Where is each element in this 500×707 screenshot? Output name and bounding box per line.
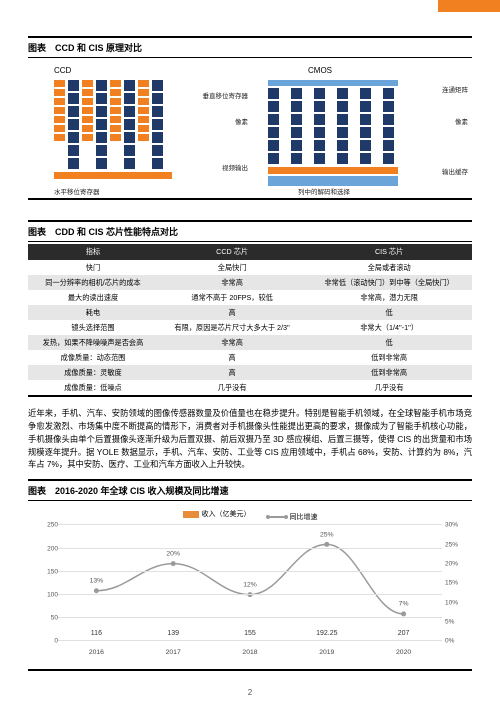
cmos-diagram: CMOS 连通矩阵 像素 输出缓存 列中的解码和选择 xyxy=(258,66,468,186)
table-cell: 快门 xyxy=(28,260,158,275)
legend-bar-label: 收入（亿美元） xyxy=(202,509,251,519)
table-cell: 耗电 xyxy=(28,305,158,320)
cmos-annot-matrix: 连通矩阵 xyxy=(442,84,468,94)
page-number: 2 xyxy=(0,688,500,697)
table-row: 最大的读出速度通常不高于 20FPS，较低非常高，潜力无限 xyxy=(28,290,472,305)
table-cell: 非常低（滚动快门）到中等（全局快门） xyxy=(306,275,472,290)
section1-title: 图表 CCD 和 CIS 原理对比 xyxy=(28,36,472,58)
table-cell: 低 xyxy=(306,305,472,320)
x-category-label: 2016 xyxy=(58,649,135,656)
table-cell: 镜头选择范围 xyxy=(28,320,158,335)
x-category-label: 2019 xyxy=(288,649,365,656)
cmos-annot-decode: 列中的解码和选择 xyxy=(298,186,350,196)
table-row: 成像质量：低噪点几乎没有几乎没有 xyxy=(28,380,472,396)
table-row: 快门全局快门全局或者滚动 xyxy=(28,260,472,275)
x-category-label: 2018 xyxy=(212,649,289,656)
ccd-annot-output: 视频输出 xyxy=(222,162,248,172)
table-row: 耗电高低 xyxy=(28,305,472,320)
body-paragraph: 近年来，手机、汽车、安防领域的图像传感器数量及价值量也在稳步提升。特别是智能手机… xyxy=(28,407,472,471)
table-cell: 几乎没有 xyxy=(158,380,306,396)
table-cell: 非常大（1/4''-1''） xyxy=(306,320,472,335)
growth-label: 13% xyxy=(90,578,104,585)
chart-legend: 收入（亿美元） 同比增速 xyxy=(28,509,472,522)
table-cell: 几乎没有 xyxy=(306,380,472,396)
cmos-label: CMOS xyxy=(308,66,332,75)
ccd-hreg xyxy=(54,172,172,179)
table-cell: 低到非常高 xyxy=(306,365,472,380)
table-cell: 高 xyxy=(158,350,306,365)
table-cell: 非常高 xyxy=(158,275,306,290)
growth-label: 20% xyxy=(166,550,180,557)
table-cell: 成像质量：动态范围 xyxy=(28,350,158,365)
table-row: 成像质量：灵敏度高低到非常高 xyxy=(28,365,472,380)
table-cell: 成像质量：低噪点 xyxy=(28,380,158,396)
comparison-table: 指标CCD 芯片CIS 芯片 快门全局快门全局或者滚动同一分辨率的相机/芯片的成… xyxy=(28,244,472,397)
growth-label: 25% xyxy=(320,531,334,538)
table-cell: 非常高 xyxy=(158,335,306,350)
ccd-annot-vshift: 垂直移位寄存器 xyxy=(203,90,249,100)
table-cell: 最大的读出速度 xyxy=(28,290,158,305)
table-cell: 高 xyxy=(158,305,306,320)
cmos-annot-pixel: 像素 xyxy=(455,116,468,126)
ccd-label: CCD xyxy=(54,66,71,75)
table-cell: 成像质量：灵敏度 xyxy=(28,365,158,380)
table-cell: 全局或者滚动 xyxy=(306,260,472,275)
table-row: 镜头选择范围有限，原因是芯片尺寸大多大于 2/3''非常大（1/4''-1''） xyxy=(28,320,472,335)
ccd-annot-hreg: 水平移位寄存器 xyxy=(54,186,100,196)
section3-title: 图表 2016-2020 年全球 CIS 收入规模及同比增速 xyxy=(28,479,472,501)
table-row: 发热，如果不降噪噪声是否会高非常高低 xyxy=(28,335,472,350)
section2-title: 图表 CDD 和 CIS 芯片性能特点对比 xyxy=(28,220,472,242)
table-header: CIS 芯片 xyxy=(306,244,472,260)
table-row: 成像质量：动态范围高低到非常高 xyxy=(28,350,472,365)
chart-container: 收入（亿美元） 同比增速 050100150200250 0%5%10%15%2… xyxy=(28,501,472,671)
x-category-label: 2017 xyxy=(135,649,212,656)
table-cell: 发热，如果不降噪噪声是否会高 xyxy=(28,335,158,350)
diagram-container: CCD 垂直移位寄存器 像素 视频输出 水平移位寄存器 CMOS xyxy=(28,58,472,200)
table-cell: 高 xyxy=(158,365,306,380)
ccd-diagram: CCD 垂直移位寄存器 像素 视频输出 水平移位寄存器 xyxy=(32,66,242,186)
table-cell: 有限，原因是芯片尺寸大多大于 2/3'' xyxy=(158,320,306,335)
table-cell: 非常高，潜力无限 xyxy=(306,290,472,305)
table-header: 指标 xyxy=(28,244,158,260)
ccd-annot-pixel: 像素 xyxy=(235,116,248,126)
growth-label: 7% xyxy=(399,601,409,608)
table-cell: 同一分辨率的相机/芯片的成本 xyxy=(28,275,158,290)
cmos-annot-buffer: 输出缓存 xyxy=(442,166,468,176)
table-header: CCD 芯片 xyxy=(158,244,306,260)
table-cell: 低 xyxy=(306,335,472,350)
legend-line-label: 同比增速 xyxy=(289,512,317,522)
table-cell: 低到非常高 xyxy=(306,350,472,365)
table-cell: 通常不高于 20FPS，较低 xyxy=(158,290,306,305)
growth-label: 12% xyxy=(243,581,257,588)
x-category-label: 2020 xyxy=(365,649,442,656)
table-cell: 全局快门 xyxy=(158,260,306,275)
table-row: 同一分辨率的相机/芯片的成本非常高非常低（滚动快门）到中等（全局快门） xyxy=(28,275,472,290)
